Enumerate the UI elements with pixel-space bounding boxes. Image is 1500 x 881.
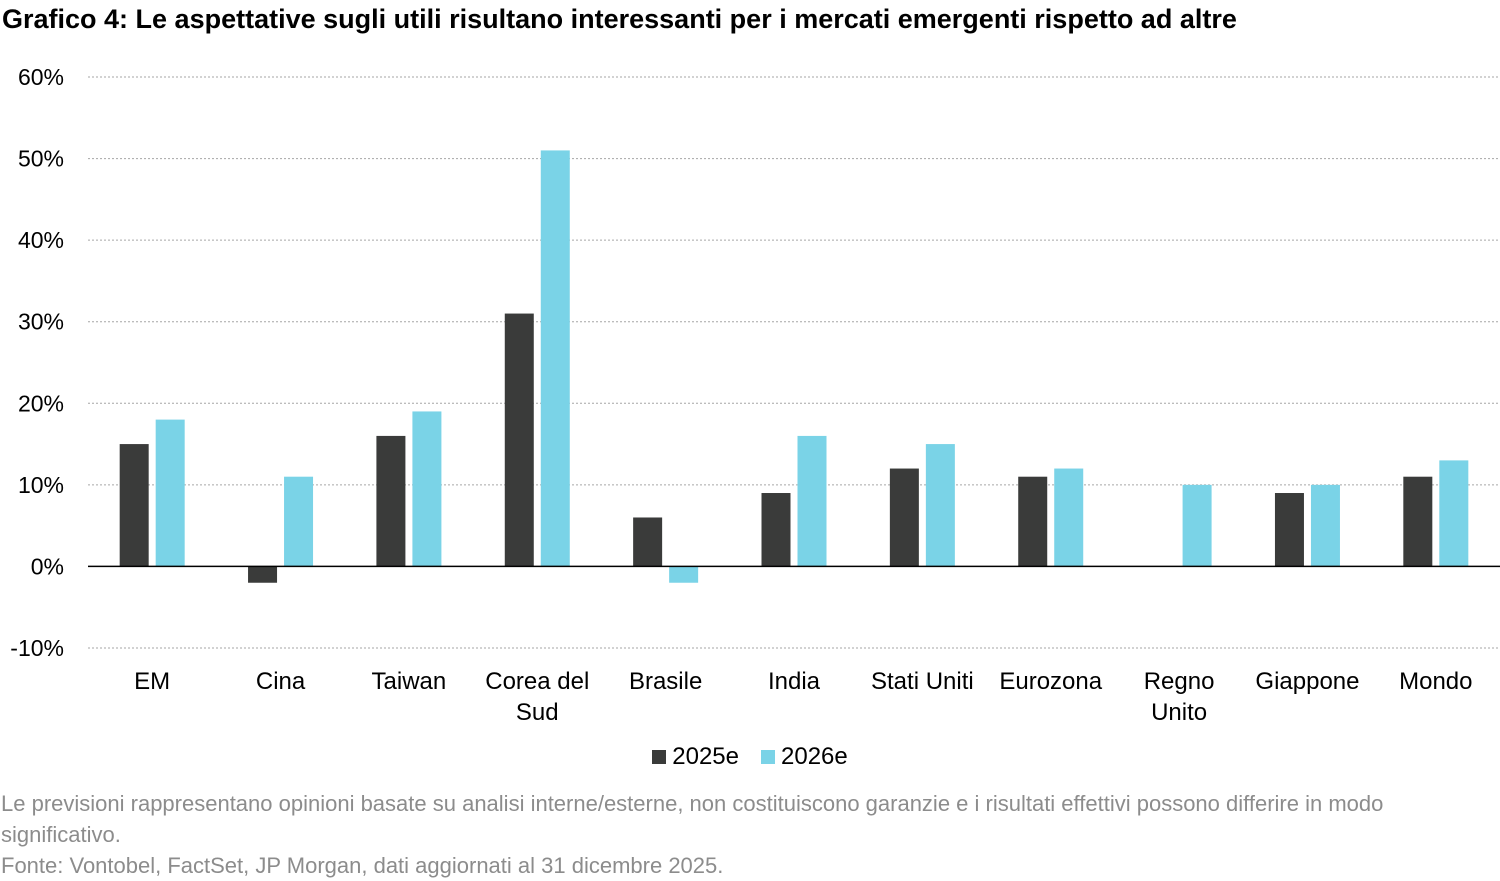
x-tick-label: Unito — [1151, 699, 1207, 726]
x-tick-label: Giappone — [1255, 668, 1359, 695]
y-tick-label: 60% — [18, 64, 64, 90]
bar-2026e — [1310, 484, 1340, 567]
bar-2026e — [669, 566, 699, 583]
y-tick-label: 0% — [31, 553, 64, 579]
x-tick-label: EM — [134, 668, 170, 695]
bar-2025e — [1403, 476, 1433, 567]
disclaimer-note: Le previsioni rappresentano opinioni bas… — [1, 791, 1384, 847]
bar-2026e — [925, 444, 955, 567]
legend-swatch-2025e — [652, 750, 667, 764]
bar-2025e — [1274, 493, 1304, 567]
bar-2026e — [540, 150, 570, 567]
x-tick-label: Corea del — [485, 668, 589, 695]
bar-2026e — [1182, 484, 1212, 567]
bar-2026e — [1439, 460, 1469, 567]
source-note: Fonte: Vontobel, FactSet, JP Morgan, dat… — [1, 853, 724, 878]
x-tick-label: Taiwan — [372, 668, 447, 695]
y-tick-label: -10% — [10, 635, 64, 661]
y-tick-label: 30% — [18, 309, 64, 335]
x-tick-label: Eurozona — [999, 668, 1102, 695]
x-tick-label: Cina — [256, 668, 306, 695]
bar-2025e — [248, 566, 278, 583]
bar-2025e — [761, 493, 791, 567]
x-tick-label: Stati Uniti — [871, 668, 974, 695]
legend: 2025e 2026e — [0, 743, 1500, 771]
bar-2026e — [284, 476, 314, 567]
bar-2025e — [633, 517, 663, 567]
chart-title: Grafico 4: Le aspettative sugli utili ri… — [2, 4, 1237, 34]
y-tick-label: 20% — [18, 390, 64, 416]
y-tick-label: 10% — [18, 472, 64, 498]
bar-2026e — [155, 419, 185, 567]
legend-label-2026e: 2026e — [781, 743, 848, 770]
x-tick-label: Mondo — [1399, 668, 1472, 695]
x-tick-label: Regno — [1144, 668, 1215, 695]
bar-2025e — [504, 313, 534, 567]
x-tick-label: Brasile — [629, 668, 702, 695]
y-tick-label: 50% — [18, 146, 64, 172]
legend-item-2025e: 2025e — [652, 743, 739, 771]
x-tick-label: India — [768, 668, 821, 695]
bar-2025e — [376, 435, 406, 567]
bar-2025e — [889, 468, 919, 567]
bar-2026e — [412, 411, 442, 567]
x-tick-label: Sud — [516, 699, 559, 726]
y-tick-label: 40% — [18, 227, 64, 253]
bar-2026e — [797, 435, 827, 567]
bar-chart: 60% 50% 40% 30% 20% 10% 0% -10% EM Cina Taiwan Core… — [10, 64, 1500, 726]
bar-2025e — [119, 444, 149, 567]
legend-swatch-2026e — [761, 750, 775, 764]
legend-item-2026e: 2026e — [761, 743, 848, 771]
legend-label-2025e: 2025e — [672, 743, 739, 770]
bar-2026e — [1054, 468, 1084, 567]
bar-2025e — [1018, 476, 1048, 567]
